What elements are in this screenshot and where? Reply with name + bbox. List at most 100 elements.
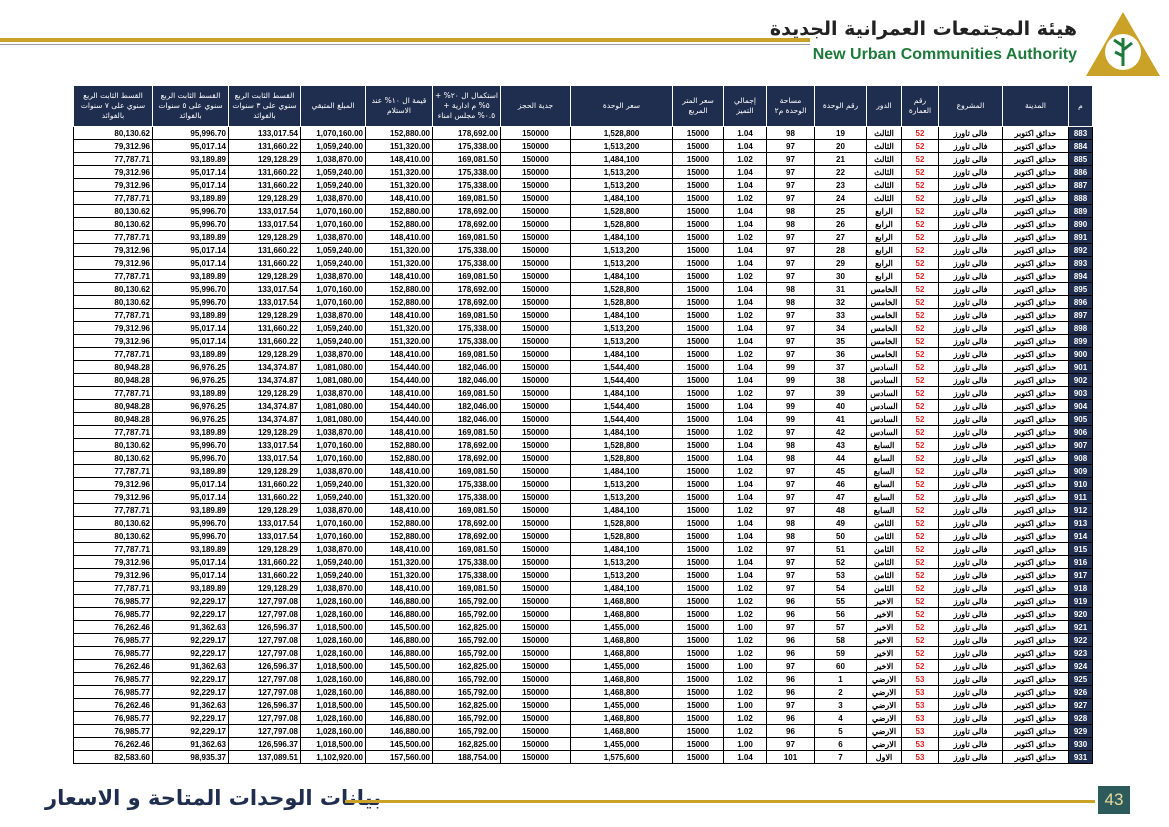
table-cell: 92,229.17 — [152, 594, 229, 608]
table-cell: 98 — [766, 282, 815, 296]
table-row: 885 حدائق اكتوبر فالى تاورز 52 الثالث 21 97 1.0… — [73, 152, 1093, 166]
table-cell: 1.00 — [723, 620, 767, 634]
table-cell: 15000 — [672, 555, 724, 569]
table-cell: حدائق اكتوبر — [1002, 230, 1069, 244]
table-cell: حدائق اكتوبر — [1002, 295, 1069, 309]
table-cell: 188,754.00 — [432, 750, 501, 764]
column-header: المبلغ المتبقي — [300, 85, 366, 127]
table-cell: فالى تاورز — [938, 204, 1003, 218]
header-row: م المدينة المشروع رقم العمارة الدور رقم الوحد… — [73, 85, 1093, 127]
table-cell: 150000 — [500, 295, 571, 309]
table-cell: 1,038,870.00 — [300, 425, 366, 439]
table-cell: 165,792.00 — [432, 724, 501, 738]
table-cell: 1,484,100 — [570, 230, 673, 244]
table-cell: 1,575,600 — [570, 750, 673, 764]
table-cell: حدائق اكتوبر — [1002, 347, 1069, 361]
column-header: القسط الثابت الربع سنوي على ٥ سنوات بالف… — [152, 85, 229, 127]
table-cell: 52 — [901, 581, 939, 595]
header-title-en: New Urban Communities Authority — [812, 46, 1077, 63]
table-cell: الثالث — [866, 165, 902, 179]
column-header: استكمال ال ٢٠% + ٥% م ادارية + ٠.٥% مجلس… — [432, 85, 501, 127]
table-cell: 148,410.00 — [365, 152, 433, 166]
table-cell: 92,229.17 — [152, 646, 229, 660]
table-cell: حدائق اكتوبر — [1002, 334, 1069, 348]
table-cell: 157,560.00 — [365, 750, 433, 764]
table-cell: 1,028,160.00 — [300, 633, 366, 647]
table-cell: 1.02 — [723, 503, 767, 517]
table-cell: 82,583.60 — [73, 750, 153, 764]
table-row: 914 حدائق اكتوبر فالى تاورز 52 الثامن 50 98 1.0… — [73, 529, 1093, 543]
table-cell: 98 — [766, 204, 815, 218]
table-row: 922 حدائق اكتوبر فالى تاورز 52 الاخير 58 96 1.0… — [73, 633, 1093, 647]
table-cell: 133,017.54 — [228, 516, 301, 530]
table-cell: 169,081.50 — [432, 230, 501, 244]
table-cell: 1.02 — [723, 347, 767, 361]
table-cell: 52 — [901, 529, 939, 543]
table-cell: 150000 — [500, 555, 571, 569]
table-cell: 1,102,920.00 — [300, 750, 366, 764]
table-cell: 53 — [901, 724, 939, 738]
table-cell: 52 — [901, 295, 939, 309]
table-cell: 1,528,800 — [570, 516, 673, 530]
table-cell: 150000 — [500, 659, 571, 673]
table-cell: 1,513,200 — [570, 243, 673, 257]
table-cell: 97 — [766, 152, 815, 166]
table-cell: 1,468,800 — [570, 724, 673, 738]
table-cell: 77,787.71 — [73, 308, 153, 322]
table-row: 896 حدائق اكتوبر فالى تاورز 52 الخامس 32 98 1.0… — [73, 295, 1093, 309]
table-cell: 1,484,100 — [570, 308, 673, 322]
table-cell: 52 — [901, 490, 939, 504]
table-cell: 97 — [766, 256, 815, 270]
table-cell: 916 — [1068, 555, 1093, 569]
table-cell: 912 — [1068, 503, 1093, 517]
table-cell: 148,410.00 — [365, 308, 433, 322]
table-cell: 77,787.71 — [73, 386, 153, 400]
table-cell: 898 — [1068, 321, 1093, 335]
table-cell: 899 — [1068, 334, 1093, 348]
table-cell: 151,320.00 — [365, 334, 433, 348]
table-cell: 150000 — [500, 438, 571, 452]
table-cell: 151,320.00 — [365, 243, 433, 257]
table-cell: 52 — [901, 256, 939, 270]
table-cell: 1,468,800 — [570, 711, 673, 725]
table-cell: 1,513,200 — [570, 490, 673, 504]
table-cell: 15000 — [672, 737, 724, 751]
table-cell: 95,996.70 — [152, 295, 229, 309]
table-cell: فالى تاورز — [938, 256, 1003, 270]
table-cell: 893 — [1068, 256, 1093, 270]
table-cell: 15000 — [672, 204, 724, 218]
table-cell: حدائق اكتوبر — [1002, 451, 1069, 465]
table-cell: 1,059,240.00 — [300, 243, 366, 257]
table-cell: 150000 — [500, 542, 571, 556]
table-cell: 150000 — [500, 230, 571, 244]
table-cell: 93,189.89 — [152, 230, 229, 244]
table-cell: 1,528,800 — [570, 438, 673, 452]
table-cell: الرابع — [866, 217, 902, 231]
table-cell: 134,374.87 — [228, 412, 301, 426]
table-cell: 76,985.77 — [73, 607, 153, 621]
table-cell: 931 — [1068, 750, 1093, 764]
table-cell: 145,500.00 — [365, 737, 433, 751]
table-cell: حدائق اكتوبر — [1002, 412, 1069, 426]
table-cell: الثامن — [866, 581, 902, 595]
table-cell: 134,374.87 — [228, 399, 301, 413]
table-cell: 1.04 — [723, 412, 767, 426]
table-cell: 165,792.00 — [432, 685, 501, 699]
table-cell: 97 — [766, 425, 815, 439]
table-cell: 150000 — [500, 750, 571, 764]
table-cell: 133,017.54 — [228, 451, 301, 465]
table-cell: 53 — [901, 737, 939, 751]
table-cell: الثالث — [866, 139, 902, 153]
table-cell: 1,059,240.00 — [300, 334, 366, 348]
table-cell: الاخير — [866, 633, 902, 647]
table-cell: 924 — [1068, 659, 1093, 673]
table-cell: حدائق اكتوبر — [1002, 464, 1069, 478]
table-cell: 151,320.00 — [365, 139, 433, 153]
table-cell: 80,130.62 — [73, 529, 153, 543]
table-cell: الثالث — [866, 191, 902, 205]
table-cell: 925 — [1068, 672, 1093, 686]
table-cell: 96 — [766, 646, 815, 660]
table-cell: فالى تاورز — [938, 685, 1003, 699]
table-cell: 80,948.28 — [73, 412, 153, 426]
table-cell: 178,692.00 — [432, 204, 501, 218]
